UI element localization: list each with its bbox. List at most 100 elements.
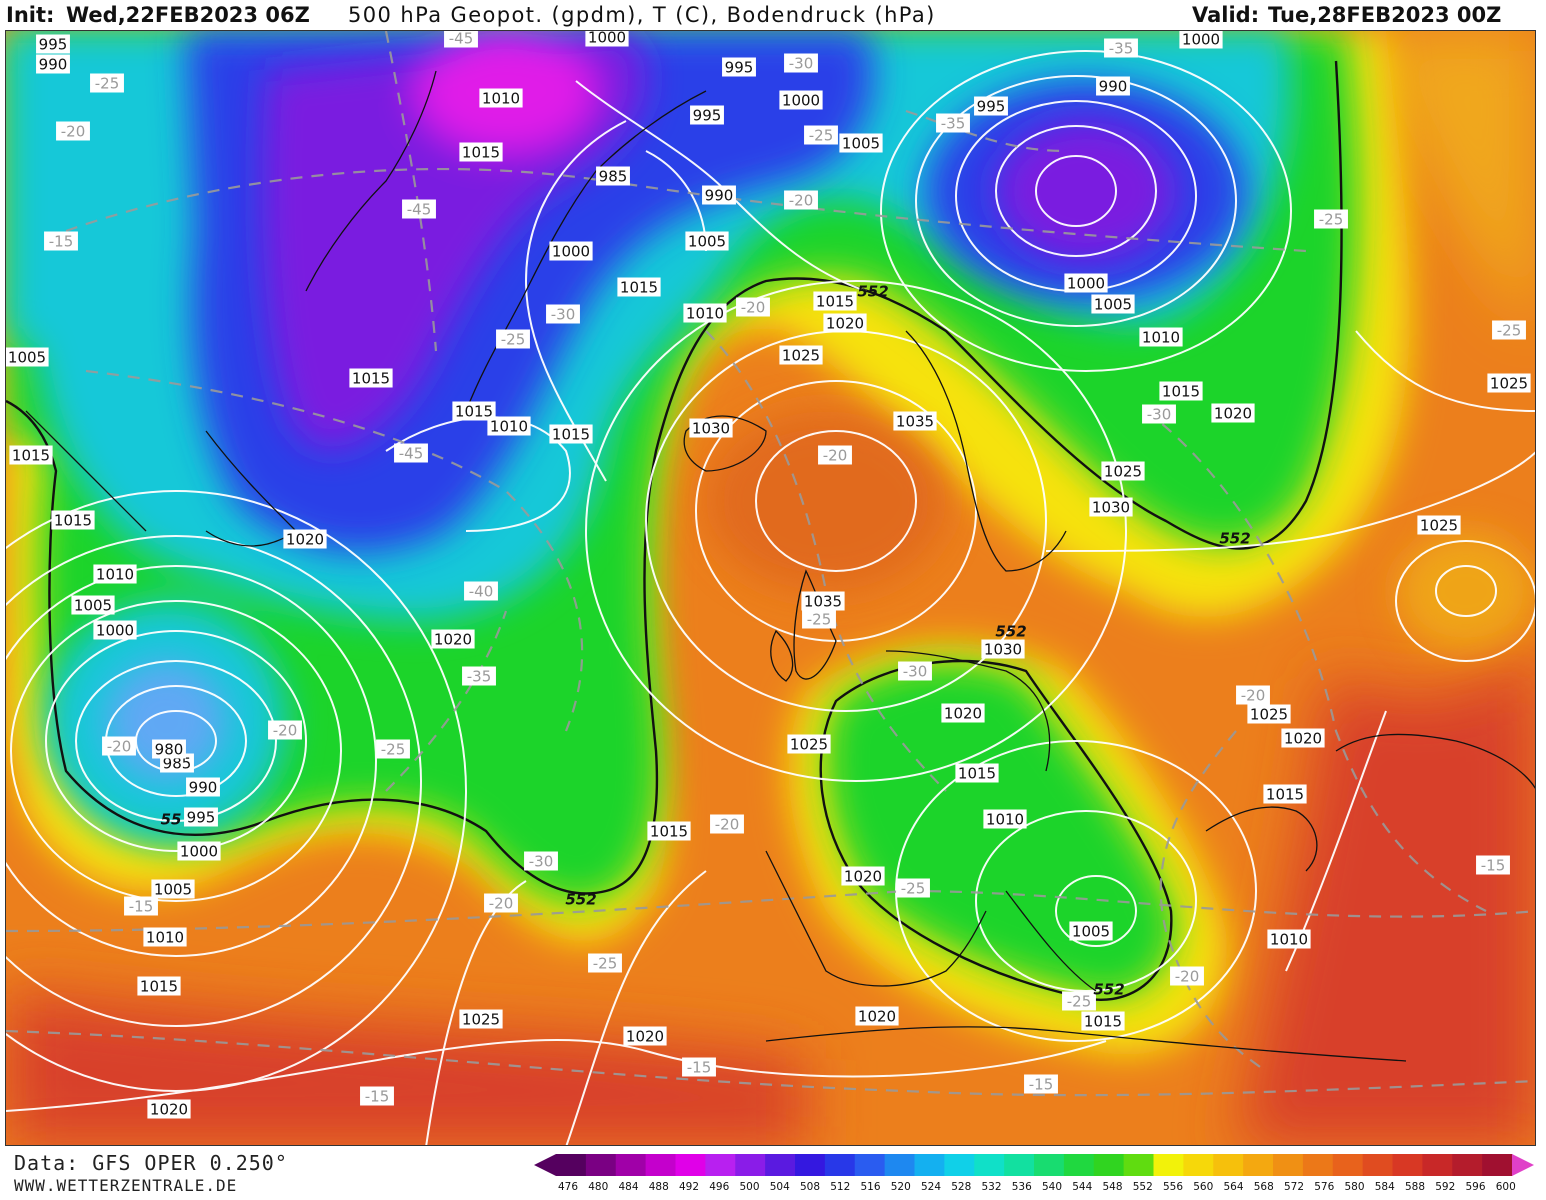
pressure-label: 1020: [623, 1026, 667, 1046]
scale-tick-label: 476: [557, 1181, 579, 1193]
pressure-label-text: 1010: [1270, 930, 1308, 948]
pressure-label-box: [617, 277, 661, 297]
isobar: [45, 630, 307, 852]
pressure-label: 1025: [787, 734, 831, 754]
pressure-label-box: [1064, 273, 1108, 293]
ireland-coast: [770, 629, 794, 682]
geopotential-label-text: 552: [857, 282, 888, 300]
pressure-label-text: 1015: [650, 822, 688, 840]
pressure-label: 1015: [1263, 784, 1307, 804]
pressure-label: 1000: [1064, 273, 1108, 293]
isobar: [995, 125, 1157, 257]
pressure-label-text: 1020: [826, 314, 864, 332]
temperature-label-text: -15: [687, 1058, 712, 1076]
pressure-label-box: [683, 303, 727, 323]
temperature-label: -25: [1492, 320, 1526, 340]
temperature-label: -30: [784, 53, 818, 73]
pressure-label-text: 1035: [896, 412, 934, 430]
scale-cell: [1034, 1154, 1065, 1176]
temperature-label-box: [394, 443, 428, 463]
pressure-label-box: [186, 777, 220, 797]
geopotential-label: 552: [565, 890, 596, 908]
pressure-label-text: 985: [163, 754, 192, 772]
south-red-area: [6, 991, 806, 1145]
pressure-label-box: [93, 564, 137, 584]
temperature-label: -20: [56, 121, 90, 141]
temperature-label-box: [896, 878, 930, 898]
pressure-label-box: [1247, 704, 1291, 724]
temperature-label-box: [1314, 209, 1348, 229]
temperature-label-text: -25: [1319, 210, 1344, 228]
temperature-label-text: -20: [823, 446, 848, 464]
temperature-label-box: [1024, 1074, 1058, 1094]
pressure-label-box: [893, 411, 937, 431]
north-africa-coast: [765, 1026, 1407, 1062]
temperature-label-text: -20: [1175, 967, 1200, 985]
pressure-label-text: 1020: [858, 1007, 896, 1025]
isotherms: [6, 31, 1535, 1097]
temperature-label-text: -20: [1241, 686, 1266, 704]
isobar: [6, 565, 377, 957]
pressure-label-text: 1005: [154, 880, 192, 898]
pressure-label-text: 1030: [984, 640, 1022, 658]
pressure-label-text: 1020: [944, 704, 982, 722]
isobar: [1435, 565, 1497, 617]
temperature-label-box: [90, 73, 124, 93]
pressure-label: 1020: [841, 866, 885, 886]
isotherm: [384, 31, 438, 352]
iberia-coast: [765, 850, 987, 987]
pressure-label-text: 1010: [96, 565, 134, 583]
pressure-label-text: 1005: [74, 596, 112, 614]
geopotential-label-text: 55: [161, 810, 182, 828]
scale-tick-label: 512: [830, 1181, 851, 1193]
pressure-label: 1015: [137, 976, 181, 996]
temperature-label-box: [784, 190, 818, 210]
temperature-label: -20: [484, 893, 518, 913]
pressure-label-box: [459, 142, 503, 162]
temperature-label-box: [804, 125, 838, 145]
pressure-label-text: 1015: [455, 402, 493, 420]
pressure-label: 1000: [779, 90, 823, 110]
temperature-label: -25: [896, 878, 930, 898]
pressure-label: 1025: [1247, 704, 1291, 724]
iceland-coast: [683, 415, 767, 472]
temperature-label-text: -40: [469, 582, 494, 600]
pressure-label-text: 1015: [552, 425, 590, 443]
pressure-label-text: 1005: [8, 348, 46, 366]
pressure-label: 985: [596, 166, 630, 186]
pressure-label-box: [596, 166, 630, 186]
pressure-label-text: 1025: [1104, 462, 1142, 480]
pressure-label: 1015: [813, 291, 857, 311]
pressure-label: 1010: [1267, 929, 1311, 949]
temperature-label-box: [818, 445, 852, 465]
scale-tick-label: 480: [588, 1181, 609, 1193]
scale-cell: [1392, 1154, 1423, 1176]
temperature-label-box: [1170, 966, 1204, 986]
temperature-label: -25: [588, 953, 622, 973]
contour-552-cutoff: [819, 659, 1173, 1001]
scale-cell: [1153, 1154, 1184, 1176]
north-europe-coast: [885, 650, 1051, 772]
pressure-label-text: 1005: [688, 232, 726, 250]
pressure-label-box: [1211, 403, 1255, 423]
pressure-label-box: [93, 620, 137, 640]
scale-cell: [1273, 1154, 1304, 1176]
temperature-label: -20: [102, 736, 136, 756]
light-blue-low-core: [106, 661, 226, 781]
pressure-label-text: 1025: [790, 735, 828, 753]
pressure-label: 995: [184, 807, 218, 827]
temperature-label: -25: [804, 125, 838, 145]
pressure-label-text: 1015: [54, 511, 92, 529]
scale-tick-label: 596: [1465, 1181, 1486, 1193]
temperature-label-text: -20: [715, 815, 740, 833]
scale-cell: [854, 1154, 886, 1176]
scale-tick-label: 536: [1011, 1181, 1032, 1193]
scale-cell: [675, 1154, 706, 1176]
pressure-label-text: 990: [1099, 77, 1128, 95]
scale-tick-label: 560: [1193, 1181, 1214, 1193]
pressure-label-box: [1089, 497, 1133, 517]
weather-map[interactable]: 1000 990 995 1000 1005 1010 1015 1020 1025 1030 10…: [5, 30, 1536, 1146]
temperature-label-box: [1476, 855, 1510, 875]
scale-cell: [585, 1154, 617, 1176]
scale-cell: [735, 1154, 766, 1176]
